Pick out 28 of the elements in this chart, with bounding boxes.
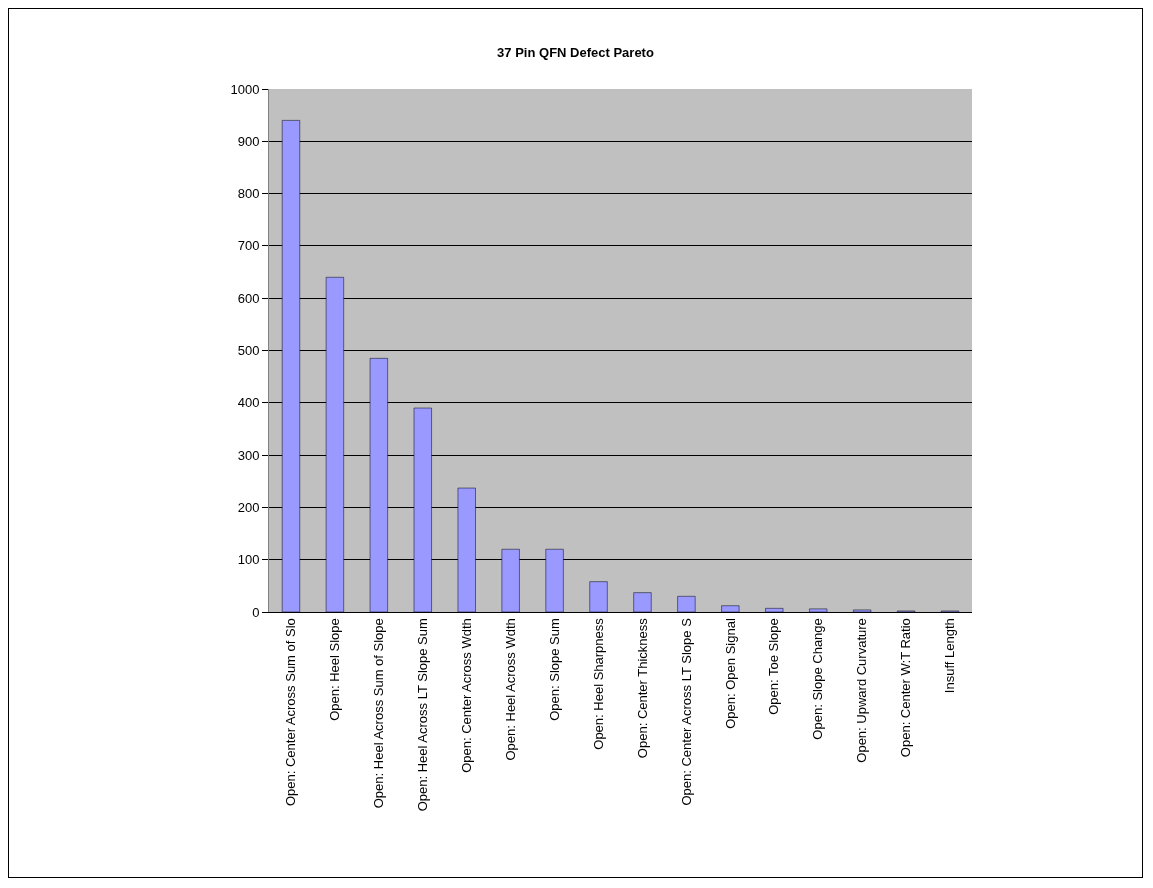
- x-tick-label: Open: Heel Sharpness: [590, 617, 606, 750]
- x-tick-label: Open: Center Thickness: [634, 617, 650, 759]
- chart-title: 37 Pin QFN Defect Pareto: [497, 45, 654, 61]
- x-tick-label: Open: Heel Slope: [327, 618, 343, 721]
- y-tick-label: 800: [237, 186, 260, 202]
- x-tick-label: Open: Slope Sum: [546, 618, 562, 721]
- y-tick-label: 200: [237, 499, 260, 515]
- y-tick-label: 600: [237, 290, 260, 306]
- y-tick-label: 1000: [230, 81, 260, 97]
- x-tick-label: Open: Center Across LT Slope S: [678, 617, 694, 806]
- x-tick-label: Insuff Length: [942, 618, 958, 694]
- x-tick-label: Open: Upward Curvature: [854, 618, 870, 763]
- x-tick-label: Open: Toe Slope: [766, 618, 782, 715]
- y-tick-label: 500: [237, 343, 260, 359]
- x-tick-label: Open: Center Across Wdth: [458, 618, 474, 773]
- x-tick-label: Open: Heel Across Wdth: [502, 618, 518, 761]
- y-tick-label: 0: [252, 604, 260, 620]
- x-tick-label: Open: Center W:T Ratio: [898, 618, 914, 758]
- x-tick-label: Open: Center Across Sum of Slo: [283, 618, 299, 807]
- y-tick-label: 100: [237, 552, 260, 568]
- y-tick-label: 400: [237, 395, 260, 411]
- y-tick-label: 300: [237, 447, 260, 463]
- x-tick-label: Open: Open Signal: [722, 618, 738, 729]
- y-tick-label: 900: [237, 133, 260, 149]
- x-tick-label: Open: Heel Across Sum of Slope: [371, 618, 387, 809]
- x-tick-label: Open: Slope Change: [810, 618, 826, 740]
- x-tick-label: Open: Heel Across LT Slope Sum: [415, 618, 431, 812]
- y-tick-label: 700: [237, 238, 260, 254]
